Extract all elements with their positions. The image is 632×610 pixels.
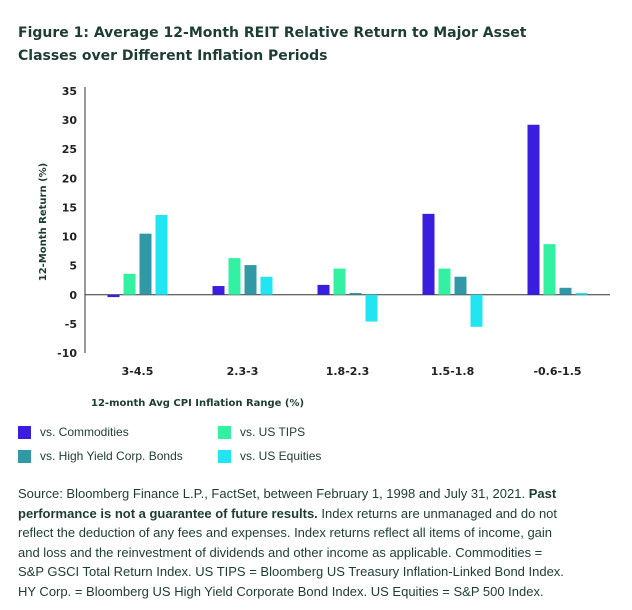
legend-item-commodities: vs. Commodities [18, 425, 129, 439]
y-tick-label: 30 [62, 114, 78, 127]
source-line-2-bold: performance is not a guarantee of future… [18, 505, 318, 521]
source-line-1-bold: Past [528, 486, 557, 501]
legend-swatch-commodities [18, 425, 31, 439]
legend-item-equities: vs. US Equities [218, 449, 321, 463]
y-tick-label: 5 [69, 260, 77, 273]
y-tick-label: -10 [57, 347, 77, 360]
chart-title: Figure 1: Average 12-Month REIT Relative… [18, 22, 618, 68]
legend: vs. Commodities vs. High Yield Corp. Bon… [18, 425, 418, 469]
legend-swatch-equities [218, 449, 231, 463]
bar [559, 287, 572, 295]
legend-label-commodities: vs. Commodities [40, 425, 129, 439]
legend-label-tips: vs. US TIPS [240, 425, 306, 439]
x-tick-label: 1.8-2.3 [326, 365, 370, 378]
bar [244, 265, 257, 295]
bar [454, 276, 467, 295]
bar [139, 233, 152, 295]
bar [107, 294, 120, 298]
source-line-1: Source: Bloomberg Finance L.P., FactSet,… [18, 484, 618, 504]
x-tick-label: -0.6-1.5 [533, 365, 581, 378]
x-axis-title: 12-month Avg CPI Inflation Range (%) [91, 398, 304, 409]
y-tick-label: 20 [62, 172, 78, 185]
y-tick-label: 25 [62, 143, 77, 156]
y-tick-label: 35 [62, 85, 77, 98]
source-line-5: S&P GSCI Total Return Index. US TIPS = B… [18, 564, 564, 579]
x-tick-label: 3-4.5 [122, 365, 154, 378]
source-line-2-text: Index returns are unmanaged and do not [317, 505, 558, 521]
chart-title-line-1: Figure 1: Average 12-Month REIT Relative… [18, 25, 527, 41]
source-line-6: HY Corp. = Bloomberg US High Yield Corpo… [18, 583, 544, 599]
bar [333, 268, 346, 295]
bar [543, 244, 556, 295]
legend-item-tips: vs. US TIPS [218, 425, 305, 439]
source-line-4: and loss and the reinvestment of dividen… [18, 544, 543, 560]
bar [155, 215, 168, 295]
chart-title-line-2: Classes over Different Inflation Periods [18, 48, 328, 64]
source-line-1-text: Source: Bloomberg Finance L.P., FactSet,… [18, 486, 529, 501]
y-tick-label: -5 [65, 318, 77, 331]
y-tick-label: 10 [62, 231, 78, 244]
bar [575, 293, 588, 295]
bar [260, 276, 273, 295]
y-axis-title: 12-Month Return (%) [38, 163, 49, 281]
bar [212, 286, 225, 295]
x-tick-label: 1.5-1.8 [431, 365, 475, 378]
bar [470, 294, 483, 327]
bar [527, 124, 540, 295]
bar [228, 258, 241, 295]
bar [365, 294, 378, 322]
bar [349, 293, 362, 295]
bar [123, 273, 136, 295]
legend-label-high-yield: vs. High Yield Corp. Bonds [40, 449, 183, 463]
y-tick-label: 15 [62, 201, 77, 214]
source-line-3: reflect the deduction of any fees and ex… [18, 525, 553, 540]
bar [438, 268, 451, 295]
y-tick-label: 0 [69, 289, 77, 302]
legend-swatch-tips [218, 425, 231, 439]
legend-swatch-high-yield [18, 449, 31, 463]
legend-label-equities: vs. US Equities [240, 449, 322, 463]
source-note: Source: Bloomberg Finance L.P., FactSet,… [18, 484, 618, 601]
source-line-2: performance is not a guarantee of future… [18, 504, 618, 524]
x-tick-label: 2.3-3 [227, 365, 259, 378]
bar [317, 284, 330, 295]
bar-chart: -10 -5 0 5 10 15 20 25 30 35 12-Month Return (%) 3-… [38, 85, 610, 409]
bar [422, 213, 435, 295]
legend-item-high-yield: vs. High Yield Corp. Bonds [18, 449, 183, 463]
